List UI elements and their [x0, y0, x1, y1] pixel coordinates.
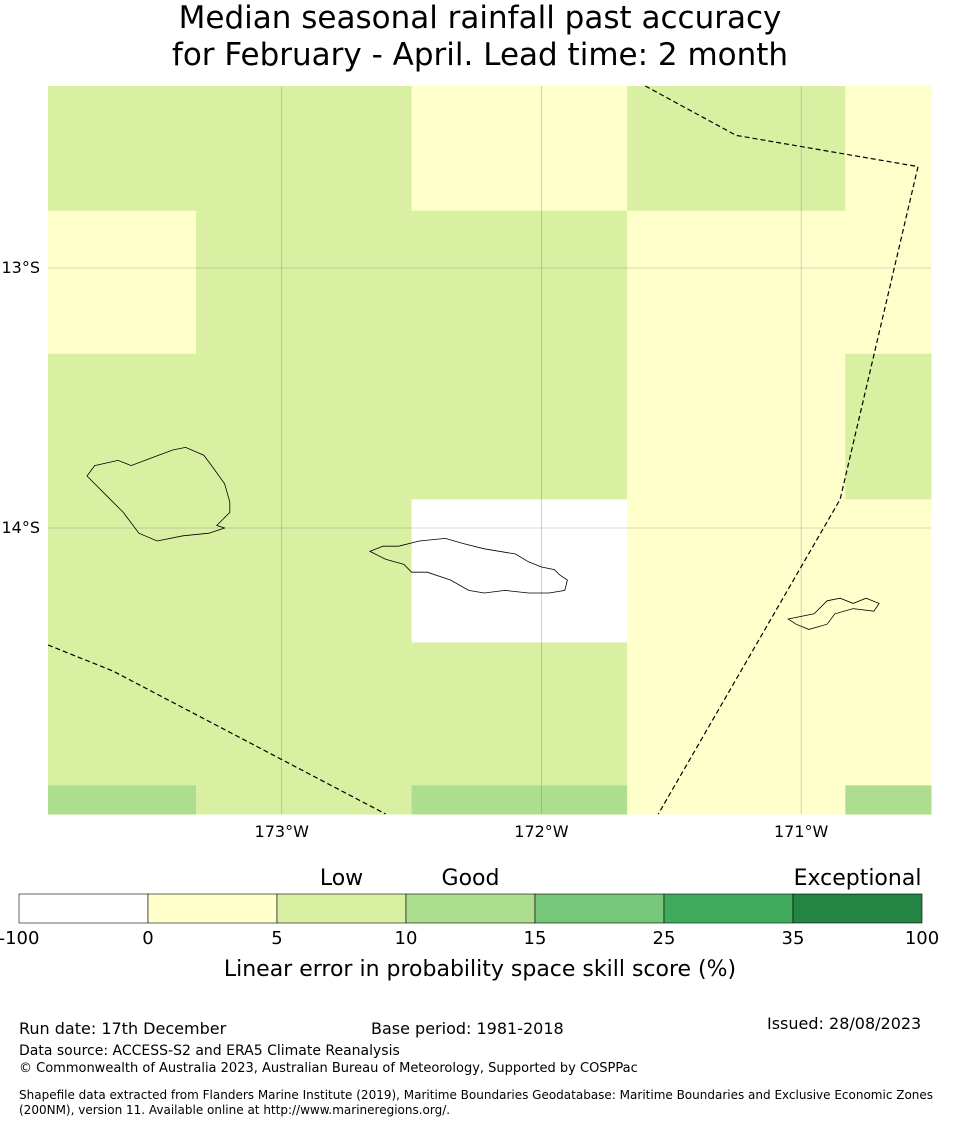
colorbar-axis-label: Linear error in probability space skill … — [223, 957, 737, 982]
colorbar-segment — [534, 893, 665, 924]
skill-cell — [627, 86, 846, 212]
colorbar-category-label: Exceptional — [793, 866, 922, 891]
skill-cell — [196, 86, 413, 212]
colorbar-tick-label: 10 — [394, 928, 418, 949]
skill-cell — [196, 499, 413, 643]
colorbar-tick-label: 0 — [142, 928, 154, 949]
skill-cell — [845, 642, 932, 786]
skill-cell — [48, 210, 197, 355]
skill-cell — [48, 86, 197, 212]
skill-cell — [48, 353, 197, 500]
issued-date: Issued: 28/08/2023 — [767, 1014, 922, 1033]
run-date: Run date: 17th December — [19, 1019, 227, 1038]
skill-cell — [411, 210, 628, 355]
maritime-boundary — [645, 85, 919, 815]
skill-cell — [845, 210, 932, 355]
base-period: Base period: 1981-2018 — [371, 1019, 564, 1038]
skill-cell — [627, 642, 846, 786]
skill-cell — [845, 353, 932, 500]
skill-cell — [411, 353, 628, 500]
colorbar — [18, 893, 923, 924]
skill-cell — [196, 642, 413, 786]
maritime-boundary — [47, 644, 386, 815]
latitude-tick-label: 13°S — [1, 258, 40, 277]
colorbar-tick-label: 25 — [652, 928, 676, 949]
skill-cell — [627, 353, 846, 500]
colorbar-segment — [147, 893, 278, 924]
skill-cell — [411, 499, 628, 643]
chart-title-line-1: Median seasonal rainfall past accuracy — [178, 0, 782, 36]
skill-cell — [411, 785, 628, 815]
skill-cell — [627, 785, 846, 815]
skill-cell — [48, 785, 197, 815]
skill-cell — [411, 642, 628, 786]
longitude-tick-label: 172°W — [514, 822, 569, 841]
skill-cell — [411, 86, 628, 212]
colorbar-tick-label: -100 — [0, 928, 40, 949]
colorbar-segment — [276, 893, 407, 924]
colorbar-segment — [663, 893, 794, 924]
skill-cell — [845, 785, 932, 815]
island-coastline — [787, 597, 880, 630]
skill-cell — [627, 210, 846, 355]
shapefile-note: Shapefile data extracted from Flanders M… — [19, 1088, 934, 1117]
island-coastline — [86, 446, 231, 542]
colorbar-segment — [18, 893, 149, 924]
island-coastline — [369, 537, 568, 594]
skill-cell — [845, 499, 932, 643]
longitude-tick-label: 173°W — [254, 822, 309, 841]
skill-cell — [48, 499, 197, 643]
colorbar-category-label: Low — [319, 866, 364, 891]
colorbar-tick-label: 15 — [523, 928, 547, 949]
data-source: Data source: ACCESS-S2 and ERA5 Climate … — [19, 1043, 400, 1059]
chart-title-line-2: for February - April. Lead time: 2 month — [171, 37, 789, 73]
colorbar-segment — [405, 893, 536, 924]
skill-cell — [196, 353, 413, 500]
colorbar-category-label: Good — [441, 866, 500, 891]
colorbar-tick-label: 35 — [781, 928, 805, 949]
copyright-note: © Commonwealth of Australia 2023, Austra… — [19, 1061, 638, 1076]
colorbar-tick-label: 5 — [271, 928, 283, 949]
skill-cell — [48, 642, 197, 786]
skill-cell — [196, 785, 413, 815]
colorbar-segment — [792, 893, 923, 924]
skill-cell — [627, 499, 846, 643]
colorbar-tick-label: 100 — [904, 928, 940, 949]
rainfall-accuracy-map — [47, 85, 932, 815]
latitude-tick-label: 14°S — [1, 518, 40, 537]
skill-cell — [196, 210, 413, 355]
skill-cell — [845, 86, 932, 212]
longitude-tick-label: 171°W — [773, 822, 829, 841]
